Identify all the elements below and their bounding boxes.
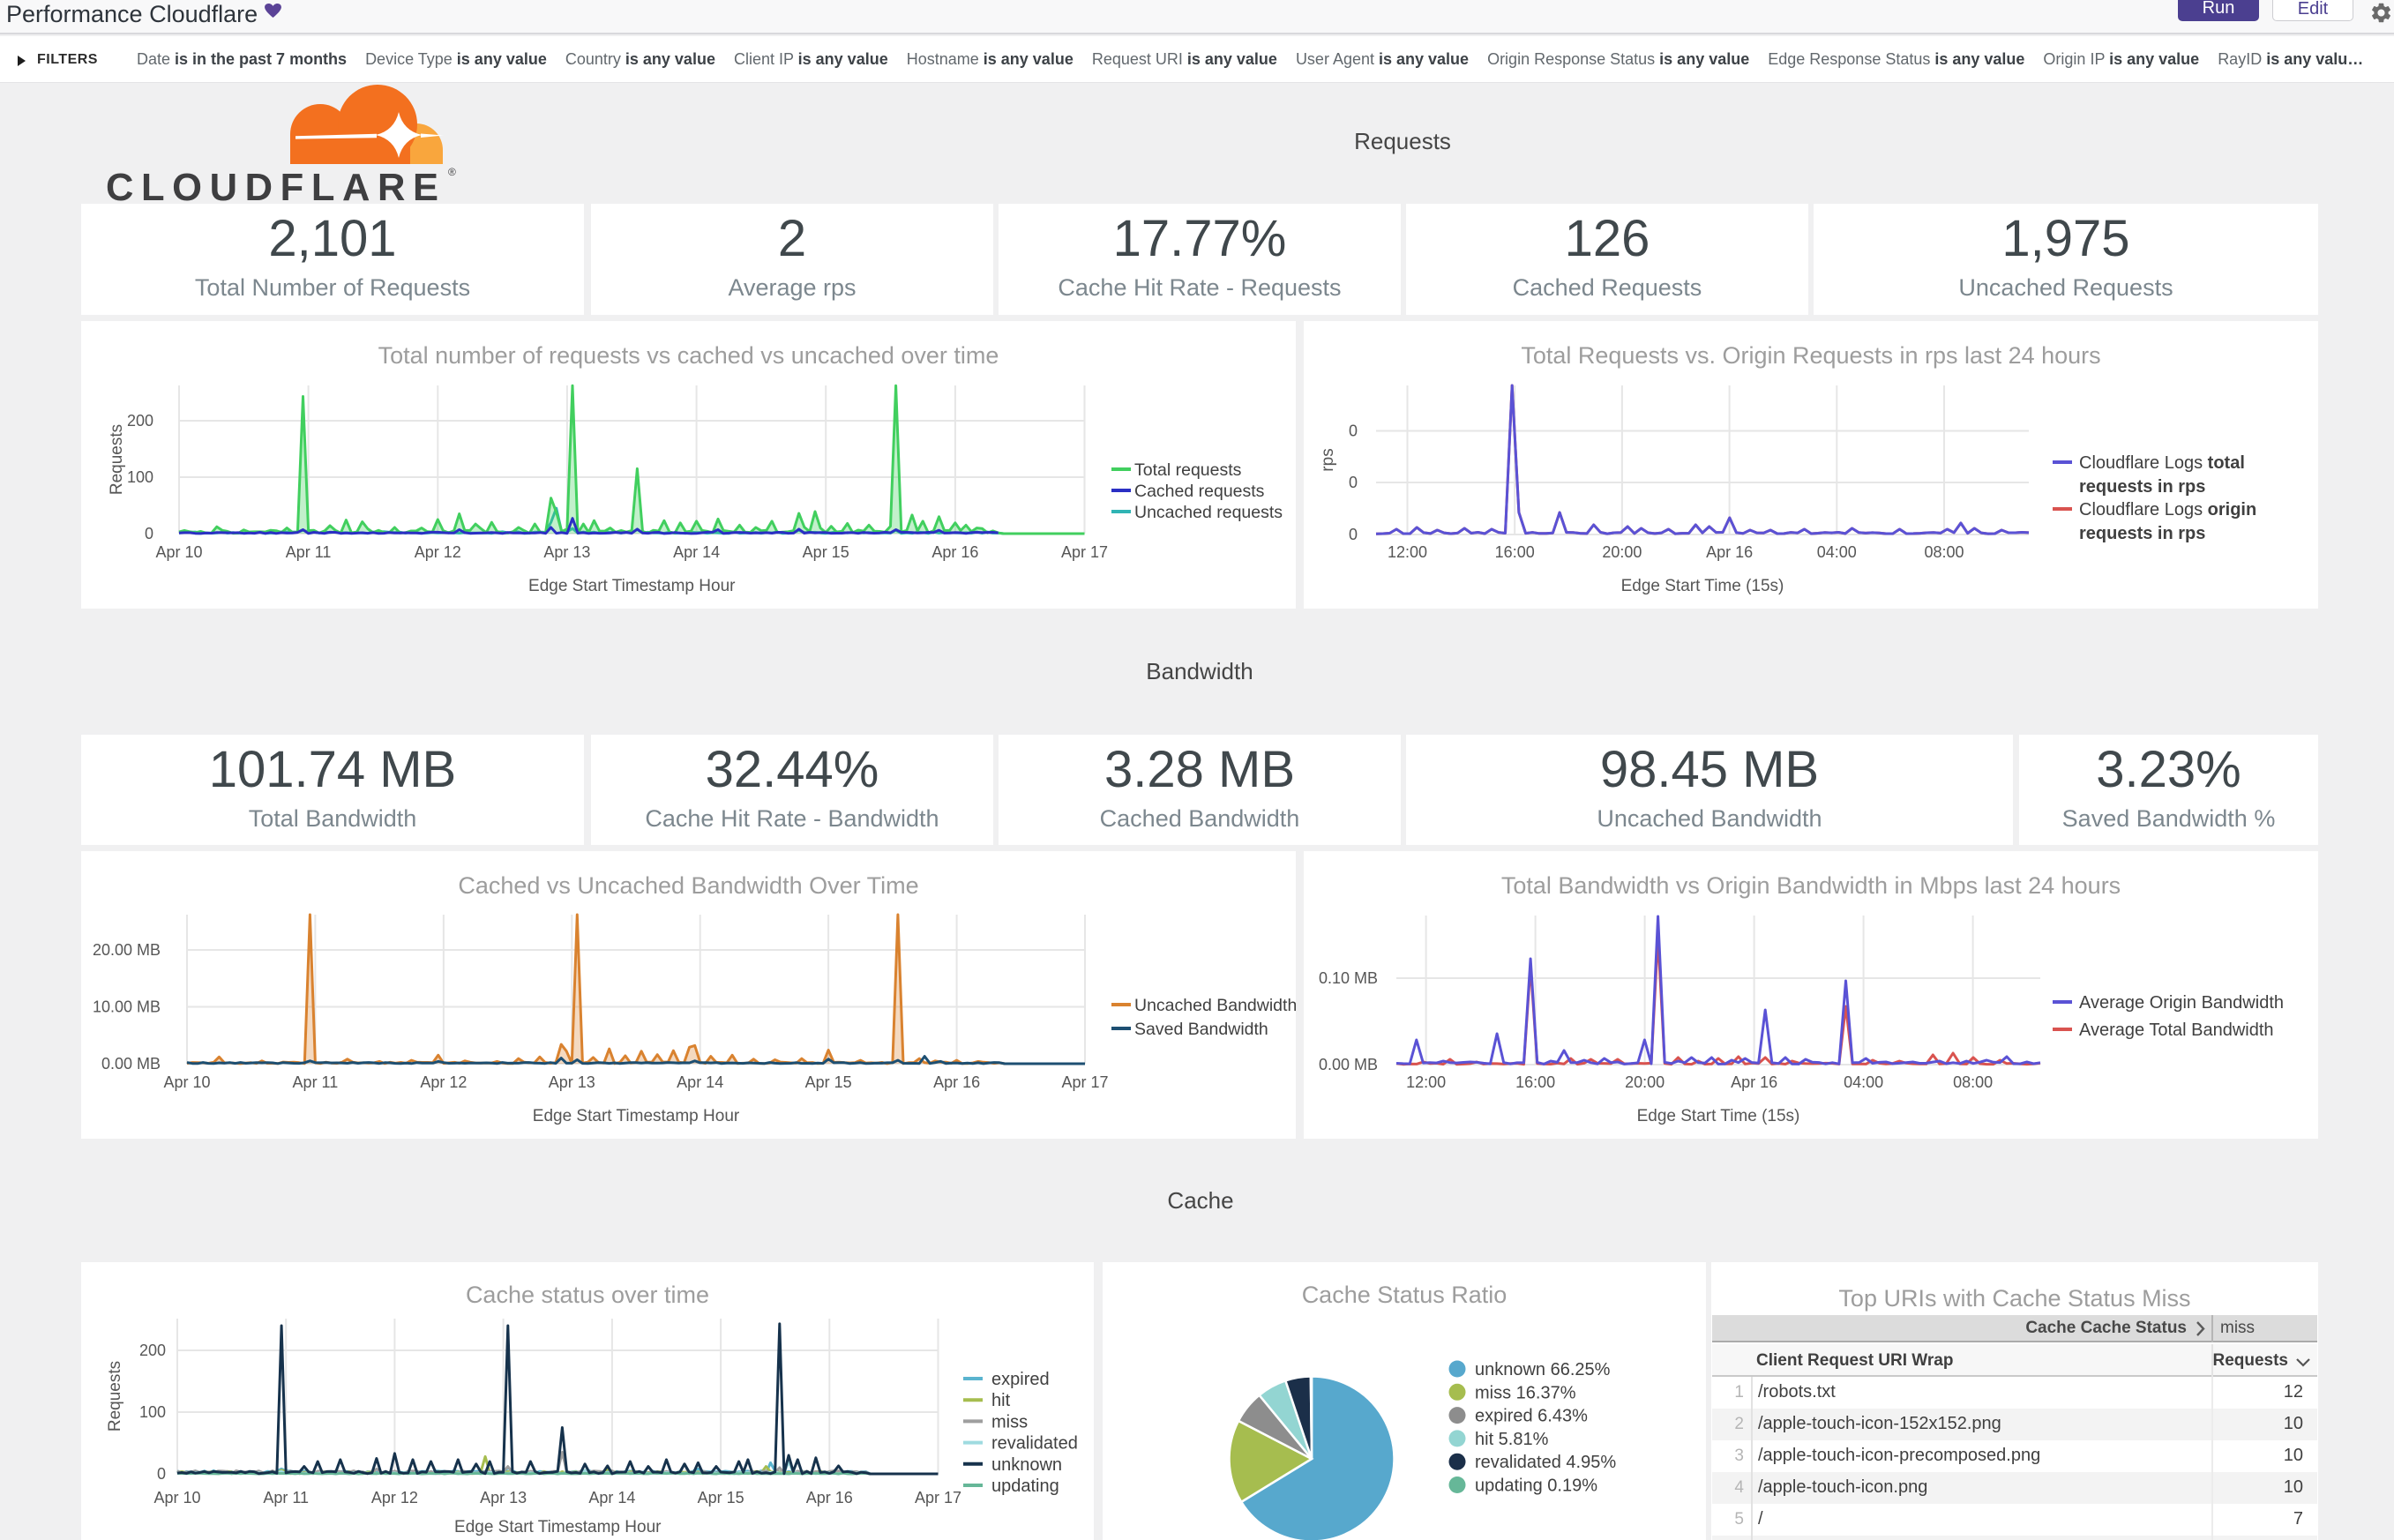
svg-text:miss: miss <box>991 1412 1028 1432</box>
svg-text:Apr 15: Apr 15 <box>805 1073 852 1091</box>
svg-text:hit: hit <box>991 1391 1011 1410</box>
svg-text:Edge Start Timestamp Hour: Edge Start Timestamp Hour <box>533 1107 740 1125</box>
svg-text:Total Requests vs. Origin Requ: Total Requests vs. Origin Requests in rp… <box>1521 342 2100 369</box>
svg-text:0.00 MB: 0.00 MB <box>1319 1056 1378 1073</box>
svg-text:Average Total Bandwidth: Average Total Bandwidth <box>2079 1020 2274 1040</box>
svg-text:Total requests: Total requests <box>1134 460 1242 480</box>
svg-text:16:00: 16:00 <box>1515 1073 1555 1091</box>
svg-text:Apr 11: Apr 11 <box>293 1073 339 1091</box>
svg-text:12:00: 12:00 <box>1406 1073 1446 1091</box>
svg-text:Apr 17: Apr 17 <box>1061 543 1108 561</box>
svg-text:08:00: 08:00 <box>1924 543 1964 561</box>
svg-text:requests in rps: requests in rps <box>2079 524 2205 543</box>
svg-text:rps: rps <box>1319 448 1337 471</box>
svg-text:100: 100 <box>139 1403 166 1421</box>
svg-text:unknown 66.25%: unknown 66.25% <box>1475 1360 1611 1379</box>
svg-text:Apr 15: Apr 15 <box>698 1489 744 1506</box>
svg-text:Apr 11: Apr 11 <box>286 543 332 561</box>
svg-text:Saved Bandwidth: Saved Bandwidth <box>1134 1020 1268 1039</box>
svg-text:Apr 13: Apr 13 <box>480 1489 527 1506</box>
svg-text:revalidated 4.95%: revalidated 4.95% <box>1475 1453 1616 1472</box>
svg-text:requests in rps: requests in rps <box>2079 477 2205 497</box>
svg-text:®: ® <box>448 166 456 178</box>
svg-text:Apr 14: Apr 14 <box>673 543 720 561</box>
svg-text:Cache status over time: Cache status over time <box>466 1282 709 1308</box>
svg-text:Apr 16: Apr 16 <box>1706 543 1753 561</box>
svg-text:0: 0 <box>145 525 153 542</box>
svg-text:10.00 MB: 10.00 MB <box>93 998 161 1016</box>
svg-text:Cloudflare Logs origin: Cloudflare Logs origin <box>2079 500 2256 520</box>
svg-text:Total number of requests vs ca: Total number of requests vs cached vs un… <box>378 342 999 369</box>
svg-text:Uncached requests: Uncached requests <box>1134 503 1283 522</box>
svg-text:Edge Start Timestamp Hour: Edge Start Timestamp Hour <box>528 577 736 595</box>
svg-text:Apr 10: Apr 10 <box>163 1073 210 1091</box>
svg-text:Apr 10: Apr 10 <box>155 543 202 561</box>
svg-text:0: 0 <box>1349 526 1358 543</box>
svg-text:Apr 16: Apr 16 <box>806 1489 853 1506</box>
svg-text:Requests: Requests <box>106 1361 124 1432</box>
svg-text:revalidated: revalidated <box>991 1434 1078 1454</box>
svg-text:20:00: 20:00 <box>1602 543 1642 561</box>
svg-text:expired 6.43%: expired 6.43% <box>1475 1407 1588 1426</box>
svg-text:Apr 11: Apr 11 <box>263 1489 309 1506</box>
svg-text:0: 0 <box>157 1465 166 1483</box>
svg-text:Apr 16: Apr 16 <box>933 1073 980 1091</box>
svg-text:Cached requests: Cached requests <box>1134 482 1265 501</box>
svg-text:Apr 17: Apr 17 <box>1061 1073 1108 1091</box>
svg-text:Apr 17: Apr 17 <box>915 1489 961 1506</box>
svg-text:Edge Start Time (15s): Edge Start Time (15s) <box>1637 1107 1800 1125</box>
svg-text:04:00: 04:00 <box>1844 1073 1883 1091</box>
svg-text:Apr 10: Apr 10 <box>153 1489 200 1506</box>
svg-text:08:00: 08:00 <box>1953 1073 1993 1091</box>
svg-text:0: 0 <box>1349 474 1358 491</box>
svg-text:miss 16.37%: miss 16.37% <box>1475 1383 1576 1402</box>
svg-text:Apr 13: Apr 13 <box>549 1073 595 1091</box>
svg-text:expired: expired <box>991 1370 1050 1389</box>
svg-text:hit 5.81%: hit 5.81% <box>1475 1430 1549 1449</box>
svg-text:200: 200 <box>127 412 153 430</box>
svg-text:unknown: unknown <box>991 1455 1062 1475</box>
svg-text:Apr 12: Apr 12 <box>415 543 461 561</box>
svg-text:Cache Status Ratio: Cache Status Ratio <box>1302 1282 1507 1308</box>
svg-text:100: 100 <box>127 468 153 486</box>
svg-text:updating: updating <box>991 1476 1059 1496</box>
svg-text:0.00 MB: 0.00 MB <box>101 1055 161 1073</box>
svg-text:Apr 12: Apr 12 <box>371 1489 418 1506</box>
svg-text:Edge Start Timestamp Hour: Edge Start Timestamp Hour <box>454 1518 662 1536</box>
svg-text:Average Origin Bandwidth: Average Origin Bandwidth <box>2079 993 2284 1013</box>
svg-text:04:00: 04:00 <box>1817 543 1857 561</box>
svg-text:updating 0.19%: updating 0.19% <box>1475 1476 1597 1496</box>
svg-text:Apr 15: Apr 15 <box>803 543 849 561</box>
svg-text:Apr 12: Apr 12 <box>420 1073 467 1091</box>
svg-text:CLOUDFLARE: CLOUDFLARE <box>106 167 446 205</box>
svg-text:20:00: 20:00 <box>1625 1073 1665 1091</box>
svg-text:16:00: 16:00 <box>1495 543 1535 561</box>
svg-text:12:00: 12:00 <box>1388 543 1427 561</box>
svg-text:0.10 MB: 0.10 MB <box>1319 969 1378 987</box>
svg-text:Requests: Requests <box>108 424 126 495</box>
svg-text:200: 200 <box>139 1342 166 1359</box>
svg-text:Uncached Bandwidth: Uncached Bandwidth <box>1134 996 1296 1015</box>
svg-text:Apr 16: Apr 16 <box>1731 1073 1777 1091</box>
svg-text:Apr 13: Apr 13 <box>543 543 590 561</box>
svg-text:Apr 14: Apr 14 <box>677 1073 723 1091</box>
svg-text:Edge Start Time (15s): Edge Start Time (15s) <box>1621 577 1784 595</box>
svg-text:0: 0 <box>1349 422 1358 440</box>
svg-text:Apr 14: Apr 14 <box>588 1489 635 1506</box>
svg-text:20.00 MB: 20.00 MB <box>93 941 161 959</box>
svg-text:Apr 16: Apr 16 <box>931 543 978 561</box>
svg-text:Total Bandwidth vs Origin Band: Total Bandwidth vs Origin Bandwidth in M… <box>1501 872 2121 899</box>
svg-text:Cloudflare Logs total: Cloudflare Logs total <box>2079 453 2245 473</box>
svg-text:Cached vs Uncached Bandwidth O: Cached vs Uncached Bandwidth Over Time <box>458 872 918 899</box>
